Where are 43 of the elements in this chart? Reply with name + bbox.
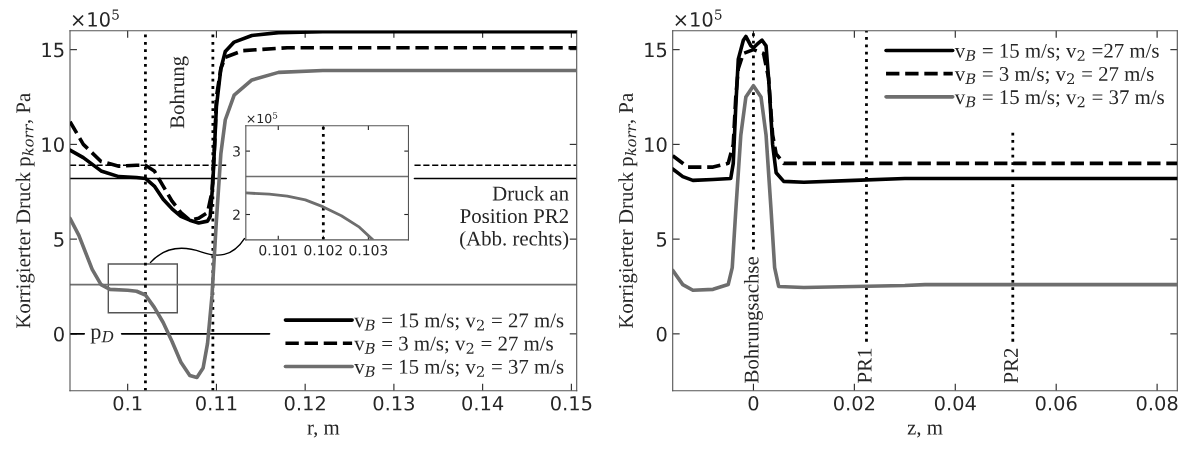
text: ×10$^{5}$ (675, 9, 722, 27)
y-tick-label: 15 (42, 42, 64, 58)
x-axis-title: z, m (907, 424, 943, 438)
legend-label: v$_{B}$ = 15 m/s; v$_{2}$ = 37 m/s (954, 90, 1164, 108)
y-axis-title: Korrigierter Druck p$_{korr}$, Pa (618, 93, 638, 329)
y-tick-label: 0 (656, 326, 667, 342)
x-tick-label: 0.13 (373, 395, 414, 411)
annotation: ×10$^{5}$ (247, 112, 278, 124)
ref-line-label: PR1 (857, 348, 872, 383)
ref-line-label: PR2 (1004, 348, 1018, 383)
legend-label: v$_{B}$ = 3 m/s; v$_{2}$ = 27 m/s (954, 67, 1154, 85)
legend-label: v$_{B}$ = 15 m/s; v$_{2}$ = 27 m/s (354, 313, 564, 331)
y-tick-label: 5 (656, 232, 667, 247)
x-tick-label: 0.08 (1136, 395, 1178, 411)
annotation: Druck an Position PR2 (Abb. rechts) (460, 185, 569, 250)
x-tick-label: 0.02 (833, 395, 875, 411)
y-tick-label: 0 (54, 326, 64, 342)
x-tick-label: 0.04 (934, 395, 976, 411)
y-tick-label: 5 (54, 232, 64, 247)
y-tick-label: 3 (233, 146, 240, 157)
x-axis-title: r, m (307, 424, 340, 438)
legend-label: v$_{B}$ = 15 m/s; v$_{2}$ =27 m/s (954, 43, 1159, 61)
legend-label: v$_{B}$ = 3 m/s; v$_{2}$ = 27 m/s (354, 336, 553, 354)
y-tick-label: 2 (233, 209, 240, 220)
text: ×10$^{5}$ (72, 9, 119, 27)
x-tick-label: 0.103 (349, 244, 388, 256)
y-axis-title: Korrigierter Druck p$_{korr}$, Pa (15, 93, 35, 329)
x-tick-label: 0.101 (259, 244, 297, 256)
x-tick-label: 0.14 (462, 395, 504, 411)
ref-line-label: Bohrungsachse (743, 256, 763, 383)
x-tick-label: 0.15 (551, 395, 592, 411)
annotation: Bohrung (169, 56, 189, 129)
x-tick-label: 0 (748, 395, 759, 411)
x-tick-label: 0.12 (284, 395, 325, 411)
x-tick-label: 0.1 (113, 395, 142, 411)
x-tick-label: 0.11 (196, 395, 237, 411)
y-tick-label: 10 (645, 137, 667, 153)
y-tick-label: 10 (42, 137, 64, 153)
legend-label: v$_{B}$ = 15 m/s; v$_{2}$ = 37 m/s (354, 359, 564, 377)
y-tick-label: 15 (645, 42, 667, 58)
ref-line-label: p$_{D}$ (90, 328, 114, 344)
x-tick-label: 0.06 (1035, 395, 1077, 411)
x-tick-label: 0.102 (304, 244, 342, 256)
